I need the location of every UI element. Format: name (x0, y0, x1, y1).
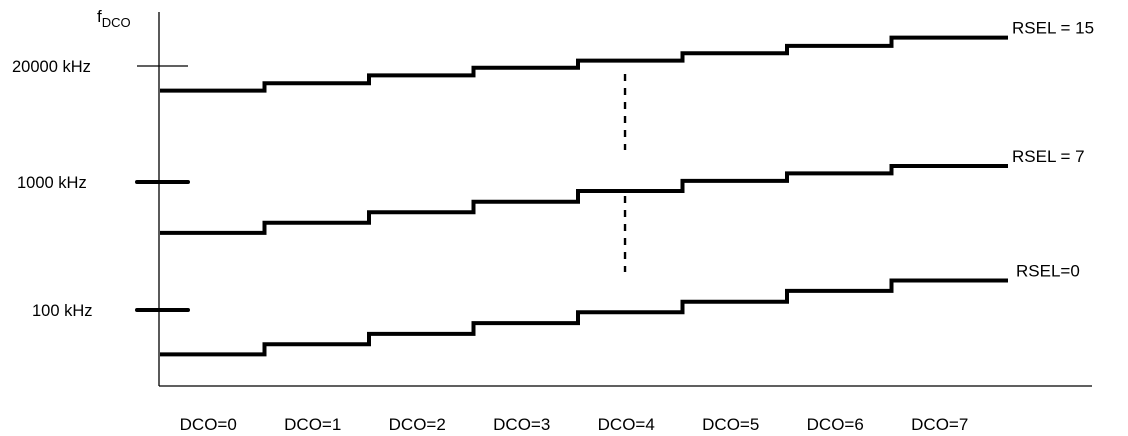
y-tick-label-2: 100 kHz (32, 302, 93, 320)
x-tick-label-5: DCO=5 (702, 415, 759, 434)
x-tick-label-1: DCO=1 (284, 415, 341, 434)
y-tick-label-1: 1000 kHz (17, 174, 87, 192)
axes (158, 12, 1092, 387)
series-line-0 (160, 35, 1008, 93)
series-layer: RSEL = 15 RSEL = 7 RSEL=0 (160, 19, 1094, 357)
series-label-0: RSEL = 15 (1012, 19, 1094, 38)
series-label-2: RSEL=0 (1016, 262, 1080, 281)
x-tick-labels: DCO=0 DCO=1 DCO=2 DCO=3 DCO=4 DCO=5 DCO=6 DCO=7 (180, 415, 969, 434)
x-tick-label-2: DCO=2 (389, 415, 446, 434)
series-line-2 (160, 278, 1008, 357)
x-tick-label-4: DCO=4 (598, 415, 655, 434)
y-axis-title: fDCO (97, 7, 131, 30)
x-tick-label-6: DCO=6 (807, 415, 864, 434)
series-label-1: RSEL = 7 (1012, 147, 1085, 166)
y-tick-label-0: 20000 kHz (12, 58, 91, 76)
x-tick-label-3: DCO=3 (493, 415, 550, 434)
series-line-1 (160, 164, 1008, 235)
x-tick-label-7: DCO=7 (911, 415, 968, 434)
y-ticks: 20000 kHz 1000 kHz 100 kHz (12, 58, 190, 320)
x-tick-label-0: DCO=0 (180, 415, 237, 434)
